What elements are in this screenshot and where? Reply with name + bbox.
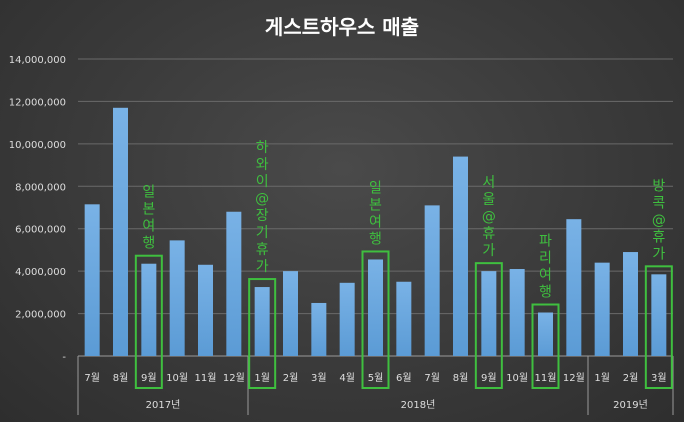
x-tick-label: 6월 bbox=[396, 372, 412, 384]
bar bbox=[651, 274, 667, 356]
x-tick-label: 7월 bbox=[84, 372, 100, 384]
bar bbox=[198, 264, 213, 356]
x-axis-ticks: 7월 8월 9월 10월 11월 12월 1월 2월 3월 4월 5월 6월 7월 8월 9월 10월 11월 1… bbox=[84, 372, 666, 384]
y-tick-label: 14,000,000 bbox=[9, 55, 66, 66]
annotations: 일 본 여 행 하 와 이 @ 장 기 휴 가 일 본 여 행 서 울 @ 휴 가파 리 여 행 방 콕 @ 휴 가 bbox=[134, 140, 673, 390]
bar bbox=[396, 281, 412, 356]
y-tick-label: 6,000,000 bbox=[15, 225, 66, 236]
bar bbox=[453, 156, 468, 356]
bar bbox=[368, 259, 383, 356]
y-tick-label: 10,000,000 bbox=[9, 140, 66, 151]
x-tick-label: 11월 bbox=[195, 372, 217, 384]
bars bbox=[84, 107, 667, 357]
x-tick-label: 9월 bbox=[141, 372, 157, 384]
x-tick-label: 8월 bbox=[113, 372, 129, 384]
y-tick-label: 8,000,000 bbox=[15, 182, 66, 193]
bar bbox=[311, 302, 327, 356]
x-tick-label: 4월 bbox=[339, 372, 355, 384]
annotation-label: 방 콕 @ 휴 가 bbox=[652, 178, 666, 262]
bar bbox=[481, 271, 497, 356]
y-tick-label: 4,000,000 bbox=[15, 267, 66, 278]
annotation-label: 서 울 @ 휴 가 bbox=[482, 175, 496, 259]
highlight-box bbox=[531, 303, 560, 389]
x-tick-label: 12월 bbox=[563, 372, 585, 384]
bar bbox=[509, 269, 525, 356]
x-tick-label: 3월 bbox=[651, 372, 667, 384]
year-group-label: 2019년 bbox=[613, 399, 648, 411]
x-tick-label: 1월 bbox=[594, 372, 610, 384]
bar bbox=[283, 271, 298, 356]
bar bbox=[339, 282, 355, 356]
x-tick-label: 2월 bbox=[283, 372, 299, 384]
highlight-box bbox=[248, 278, 277, 389]
year-group-label: 2018년 bbox=[401, 399, 436, 411]
x-tick-label: 11월 bbox=[535, 372, 557, 384]
x-tick-label: 8월 bbox=[453, 372, 469, 384]
annotation-label: 하 와 이 @ 장 기 휴 가 bbox=[255, 140, 269, 275]
x-tick-label: 12월 bbox=[223, 372, 245, 384]
bar bbox=[226, 211, 242, 356]
bar bbox=[594, 262, 610, 356]
y-axis-ticks: - 2,000,000 4,000,000 6,000,000 8,000,000 10,… bbox=[9, 55, 67, 363]
bar bbox=[566, 219, 582, 356]
bar bbox=[84, 204, 100, 356]
year-group-label: 2017년 bbox=[146, 399, 181, 411]
x-tick-label: 5월 bbox=[368, 372, 384, 384]
x-tick-label: 10월 bbox=[506, 372, 528, 384]
x-tick-label: 7월 bbox=[424, 372, 440, 384]
year-groups: 2017년 2018년 2019년 bbox=[77, 356, 674, 415]
chart-title: 게스트하우스 매출 bbox=[265, 15, 419, 39]
bar bbox=[254, 287, 270, 356]
bar bbox=[424, 205, 440, 356]
bar bbox=[113, 107, 128, 357]
y-tick-label: 12,000,000 bbox=[9, 97, 66, 108]
highlight-box bbox=[474, 262, 503, 389]
x-tick-label: 1월 bbox=[254, 372, 270, 384]
highlight-box bbox=[361, 250, 390, 389]
y-tick-label: - bbox=[62, 352, 66, 363]
bar bbox=[141, 263, 157, 356]
x-tick-label: 9월 bbox=[481, 372, 497, 384]
highlight-box bbox=[134, 254, 163, 389]
y-tick-label: 2,000,000 bbox=[15, 310, 66, 321]
bar bbox=[169, 240, 185, 356]
bar bbox=[623, 252, 638, 356]
x-tick-label: 10월 bbox=[166, 372, 188, 384]
bar bbox=[538, 312, 553, 356]
x-tick-label: 3월 bbox=[311, 372, 327, 384]
x-tick-label: 2월 bbox=[623, 372, 639, 384]
highlight-box bbox=[644, 265, 673, 390]
